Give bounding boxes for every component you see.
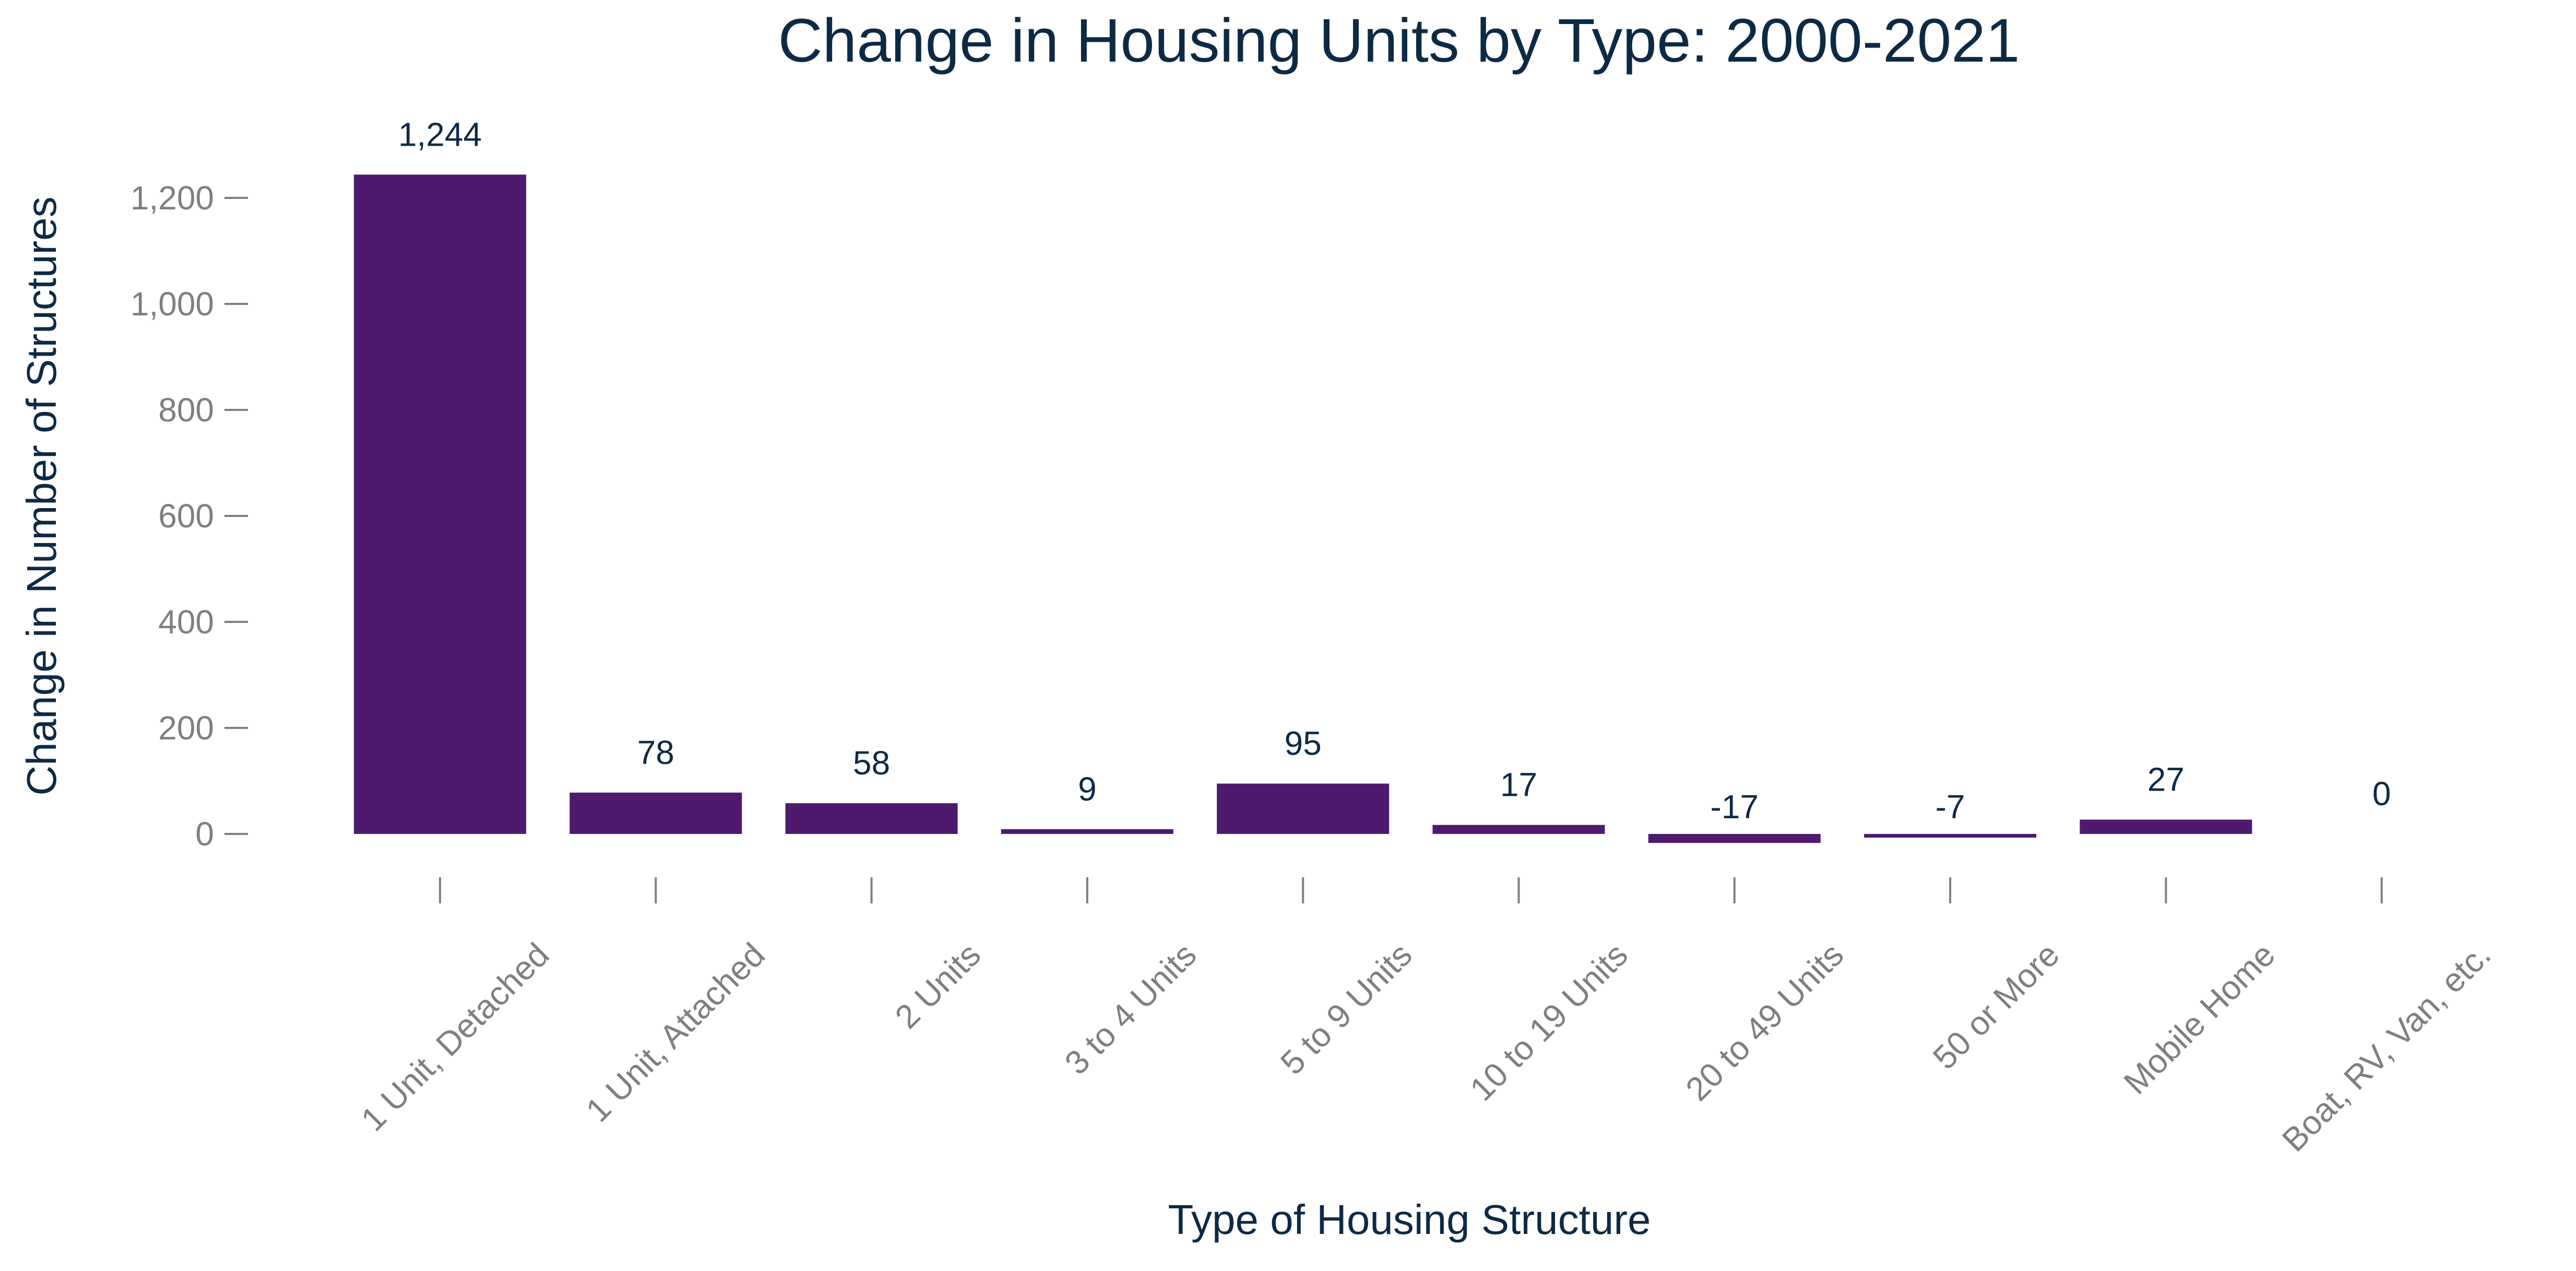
y-tick-label: 400 <box>158 603 214 641</box>
bar <box>569 792 742 834</box>
data-label: 0 <box>2372 775 2391 813</box>
x-tick-label: 1 Unit, Detached <box>354 936 556 1138</box>
x-tick-label: 5 to 9 Units <box>1273 936 1419 1082</box>
y-tick-label: 200 <box>158 709 214 747</box>
data-label: 17 <box>1500 766 1537 804</box>
chart-title: Change in Housing Units by Type: 2000-20… <box>778 6 2020 75</box>
y-tick-label: 1,000 <box>130 285 214 323</box>
data-label: 27 <box>2147 761 2185 798</box>
x-axis-label: Type of Housing Structure <box>1168 1196 1651 1243</box>
x-tick-label: Mobile Home <box>2117 936 2283 1102</box>
x-tick-label: 3 to 4 Units <box>1058 936 1204 1082</box>
data-label: 1,244 <box>398 115 482 153</box>
bar <box>1432 825 1605 834</box>
x-tick-label: 20 to 49 Units <box>1678 936 1850 1108</box>
x-tick-label: 50 or More <box>1926 936 2067 1077</box>
data-label: 95 <box>1285 725 1322 762</box>
y-tick-label: 800 <box>158 391 214 429</box>
x-tick-label: 2 Units <box>888 936 988 1036</box>
bar <box>2080 819 2252 834</box>
bar <box>354 174 526 834</box>
bar <box>1864 834 2037 838</box>
data-label: 58 <box>853 744 890 782</box>
x-tick-label: 10 to 19 Units <box>1463 936 1635 1108</box>
data-label: -17 <box>1711 788 1759 826</box>
y-tick-label: 0 <box>195 815 214 853</box>
x-tick-label: Boat, RV, Van, etc. <box>2275 936 2498 1159</box>
bar <box>1648 834 1821 843</box>
bar <box>1001 829 1173 834</box>
x-tick-label: 1 Unit, Attached <box>579 936 772 1129</box>
data-label: -7 <box>1936 788 1965 826</box>
data-label: 9 <box>1078 770 1097 808</box>
bar <box>1217 783 1390 834</box>
bar <box>785 803 958 834</box>
y-tick-label: 600 <box>158 497 214 535</box>
data-label: 78 <box>637 734 674 771</box>
y-tick-label: 1,200 <box>130 179 214 217</box>
